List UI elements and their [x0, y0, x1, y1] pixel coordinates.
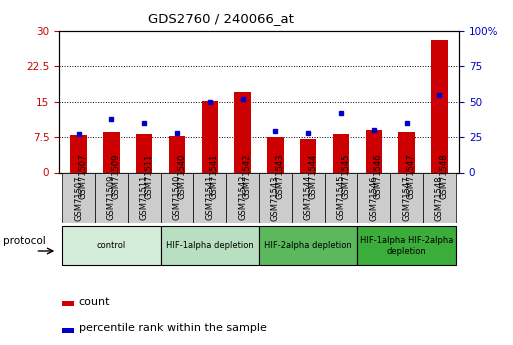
- Bar: [267, 137, 284, 172]
- Bar: [325, 172, 358, 223]
- Bar: [103, 132, 120, 172]
- Bar: [136, 134, 152, 172]
- Text: GSM71546: GSM71546: [369, 175, 379, 220]
- Text: GSM71546: GSM71546: [374, 154, 383, 199]
- Text: GSM71542: GSM71542: [243, 154, 252, 199]
- Text: GSM71509: GSM71509: [111, 154, 121, 199]
- Bar: [292, 172, 325, 223]
- Text: control: control: [97, 241, 126, 250]
- Text: GSM71544: GSM71544: [308, 154, 317, 199]
- Text: GSM71511: GSM71511: [140, 175, 149, 220]
- Text: HIF-2alpha depletion: HIF-2alpha depletion: [264, 241, 352, 250]
- Bar: [358, 226, 456, 265]
- Bar: [259, 226, 358, 265]
- Text: GDS2760 / 240066_at: GDS2760 / 240066_at: [148, 12, 293, 25]
- Bar: [202, 101, 218, 172]
- Bar: [161, 226, 259, 265]
- Text: HIF-1alpha depletion: HIF-1alpha depletion: [166, 241, 254, 250]
- Bar: [62, 302, 74, 306]
- Bar: [234, 92, 251, 172]
- Text: GSM71545: GSM71545: [341, 154, 350, 199]
- Text: GSM71543: GSM71543: [275, 154, 285, 199]
- Bar: [128, 172, 161, 223]
- Bar: [161, 172, 193, 223]
- Text: GSM71547: GSM71547: [407, 154, 416, 199]
- Text: GSM71542: GSM71542: [238, 175, 247, 220]
- Bar: [358, 172, 390, 223]
- Bar: [399, 132, 415, 172]
- Bar: [366, 130, 382, 172]
- Bar: [423, 172, 456, 223]
- Bar: [300, 139, 317, 172]
- Text: GSM71545: GSM71545: [337, 175, 346, 220]
- Text: GSM71547: GSM71547: [402, 175, 411, 220]
- Bar: [226, 172, 259, 223]
- Bar: [70, 135, 87, 172]
- Text: GSM71541: GSM71541: [210, 154, 219, 199]
- Bar: [62, 172, 95, 223]
- Text: GSM71507: GSM71507: [78, 154, 88, 199]
- Text: protocol: protocol: [3, 236, 46, 246]
- Text: percentile rank within the sample: percentile rank within the sample: [78, 323, 266, 333]
- Bar: [62, 226, 161, 265]
- Text: GSM71548: GSM71548: [435, 175, 444, 220]
- Bar: [390, 172, 423, 223]
- Text: GSM71507: GSM71507: [74, 175, 83, 220]
- Bar: [431, 40, 448, 172]
- Bar: [193, 172, 226, 223]
- Text: GSM71544: GSM71544: [304, 175, 313, 220]
- Bar: [95, 172, 128, 223]
- Text: GSM71543: GSM71543: [271, 175, 280, 220]
- Text: GSM71541: GSM71541: [205, 175, 214, 220]
- Bar: [333, 134, 349, 172]
- Text: count: count: [78, 297, 110, 307]
- Text: GSM71540: GSM71540: [177, 154, 186, 199]
- Text: GSM71548: GSM71548: [440, 154, 448, 199]
- Text: GSM71511: GSM71511: [144, 154, 153, 199]
- Text: GSM71540: GSM71540: [172, 175, 182, 220]
- Bar: [169, 136, 185, 172]
- Bar: [259, 172, 292, 223]
- Text: HIF-1alpha HIF-2alpha
depletion: HIF-1alpha HIF-2alpha depletion: [360, 236, 453, 256]
- Text: GSM71509: GSM71509: [107, 175, 116, 220]
- Bar: [62, 328, 74, 333]
